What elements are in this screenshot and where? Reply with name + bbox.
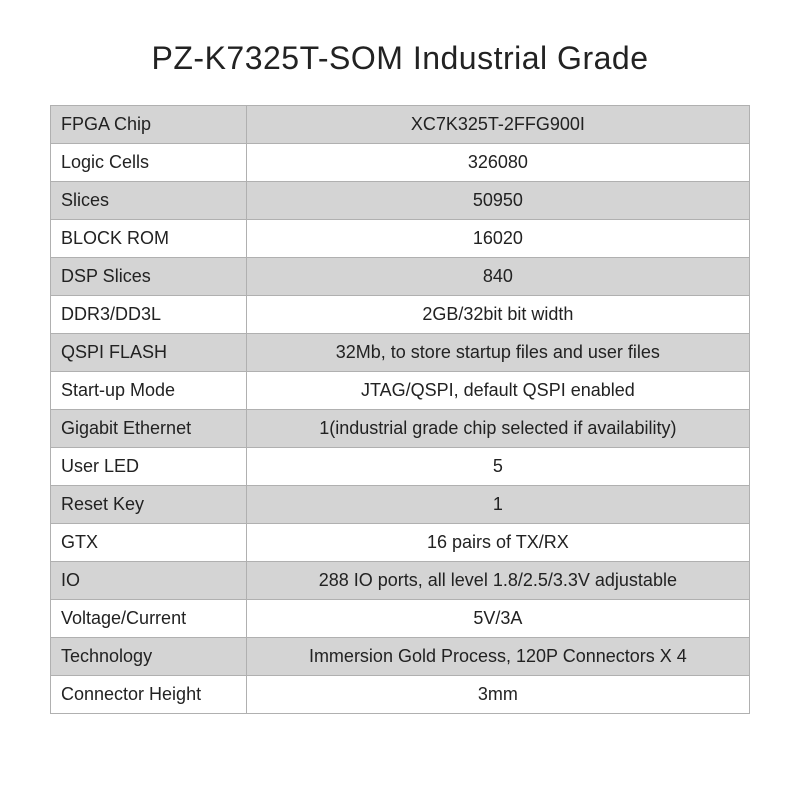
spec-label: DDR3/DD3L	[51, 296, 247, 334]
spec-label: GTX	[51, 524, 247, 562]
spec-label: IO	[51, 562, 247, 600]
spec-label: Connector Height	[51, 676, 247, 714]
table-row: Voltage/Current5V/3A	[51, 600, 750, 638]
spec-label: FPGA Chip	[51, 106, 247, 144]
spec-label: Gigabit Ethernet	[51, 410, 247, 448]
spec-value: 1	[246, 486, 749, 524]
spec-value: 5V/3A	[246, 600, 749, 638]
table-row: IO288 IO ports, all level 1.8/2.5/3.3V a…	[51, 562, 750, 600]
spec-value: 1(industrial grade chip selected if avai…	[246, 410, 749, 448]
table-row: Logic Cells326080	[51, 144, 750, 182]
table-row: QSPI FLASH32Mb, to store startup files a…	[51, 334, 750, 372]
spec-value: XC7K325T-2FFG900I	[246, 106, 749, 144]
spec-label: Voltage/Current	[51, 600, 247, 638]
spec-label: BLOCK ROM	[51, 220, 247, 258]
spec-value: 840	[246, 258, 749, 296]
spec-value: 32Mb, to store startup files and user fi…	[246, 334, 749, 372]
table-row: Gigabit Ethernet1(industrial grade chip …	[51, 410, 750, 448]
table-row: GTX16 pairs of TX/RX	[51, 524, 750, 562]
spec-value: 16 pairs of TX/RX	[246, 524, 749, 562]
spec-value: 5	[246, 448, 749, 486]
table-row: Connector Height3mm	[51, 676, 750, 714]
table-row: DDR3/DD3L2GB/32bit bit width	[51, 296, 750, 334]
spec-label: Logic Cells	[51, 144, 247, 182]
table-row: FPGA ChipXC7K325T-2FFG900I	[51, 106, 750, 144]
spec-label: DSP Slices	[51, 258, 247, 296]
spec-value: 2GB/32bit bit width	[246, 296, 749, 334]
spec-table: FPGA ChipXC7K325T-2FFG900ILogic Cells326…	[50, 105, 750, 714]
spec-label: User LED	[51, 448, 247, 486]
spec-value: 326080	[246, 144, 749, 182]
spec-label: Slices	[51, 182, 247, 220]
table-row: Start-up ModeJTAG/QSPI, default QSPI ena…	[51, 372, 750, 410]
spec-value: Immersion Gold Process, 120P Connectors …	[246, 638, 749, 676]
spec-label: Start-up Mode	[51, 372, 247, 410]
table-row: BLOCK ROM16020	[51, 220, 750, 258]
spec-value: 288 IO ports, all level 1.8/2.5/3.3V adj…	[246, 562, 749, 600]
spec-table-body: FPGA ChipXC7K325T-2FFG900ILogic Cells326…	[51, 106, 750, 714]
table-row: DSP Slices840	[51, 258, 750, 296]
spec-label: Reset Key	[51, 486, 247, 524]
spec-value: 3mm	[246, 676, 749, 714]
spec-value: JTAG/QSPI, default QSPI enabled	[246, 372, 749, 410]
spec-label: Technology	[51, 638, 247, 676]
table-row: User LED5	[51, 448, 750, 486]
table-row: TechnologyImmersion Gold Process, 120P C…	[51, 638, 750, 676]
page-title: PZ-K7325T-SOM Industrial Grade	[50, 40, 750, 77]
table-row: Slices50950	[51, 182, 750, 220]
table-row: Reset Key1	[51, 486, 750, 524]
spec-value: 16020	[246, 220, 749, 258]
spec-value: 50950	[246, 182, 749, 220]
spec-label: QSPI FLASH	[51, 334, 247, 372]
